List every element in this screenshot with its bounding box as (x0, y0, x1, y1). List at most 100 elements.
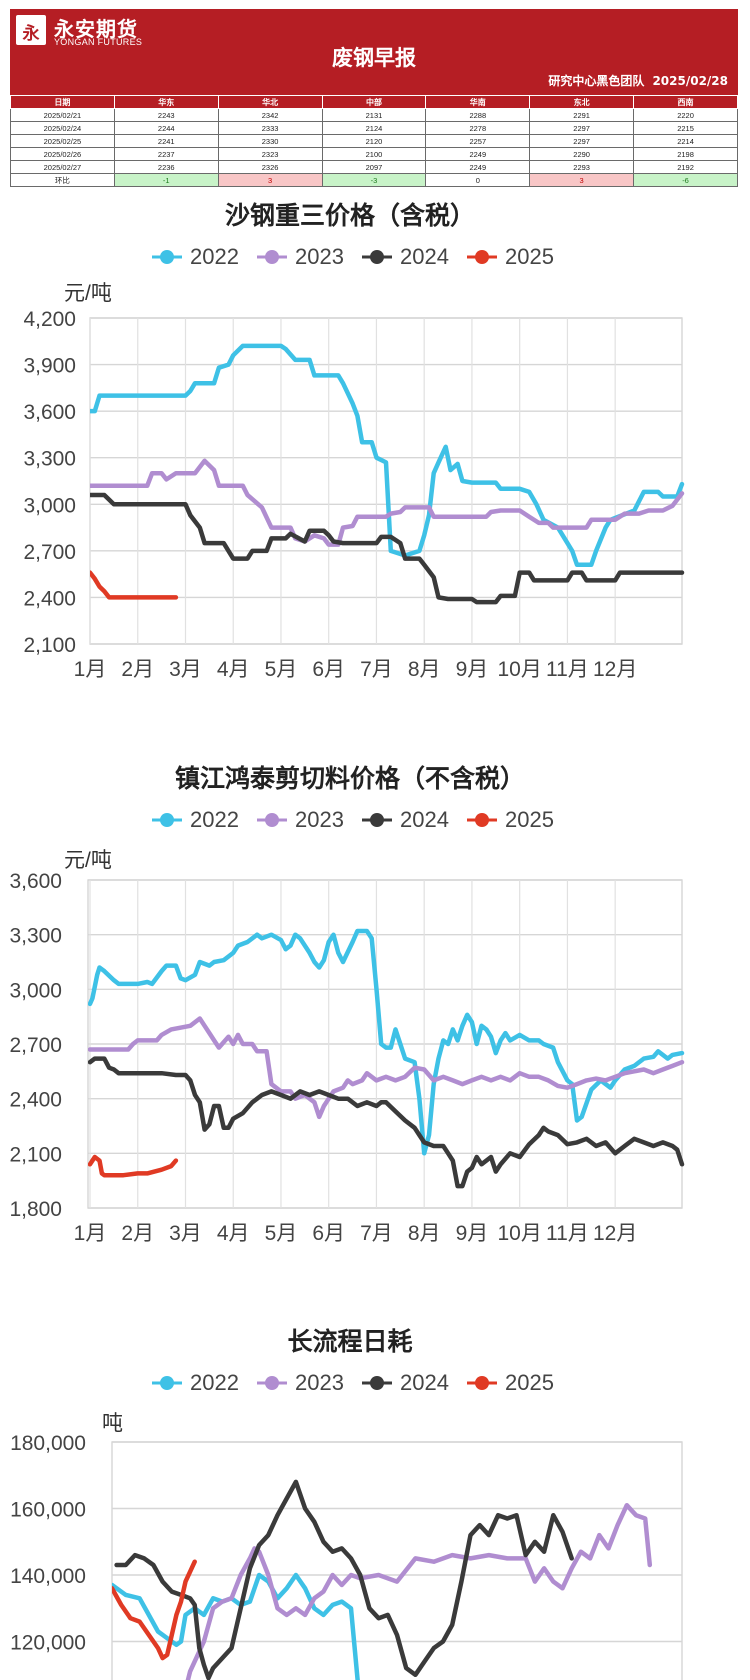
price-cell: 2244 (113, 121, 219, 135)
team-name: 研究中心黑色团队 (548, 74, 645, 88)
price-cell: 2330 (217, 134, 323, 148)
series-line-2025 (88, 1154, 179, 1178)
x-tick-label: 5月 (265, 1222, 298, 1245)
legend-label-2022: 2022 (190, 1370, 239, 1395)
date-cell: 2025/02/21 (10, 108, 115, 122)
x-tick-label: 8月 (408, 658, 441, 681)
price-cell: 2278 (425, 121, 531, 135)
logo-mark-glyph: 永 (22, 24, 40, 44)
series-line-2023 (88, 1016, 685, 1120)
chart-zhenjiang-shearing-scrap-price: 镇江鸿泰剪切料价格（不含税） 2022 2023 2024 2025 元/吨 1,800 2,… (9, 764, 685, 1245)
price-cell: 2198 (633, 147, 738, 161)
logo-english-name: YONGAN FUTURES (54, 37, 143, 47)
chart-shagang-heavy-scrap-price: 沙钢重三价格（含税） 2022 2023 2024 2025 元/吨 2,100 2,400 2… (23, 201, 685, 681)
logo-name: 永安期货 (54, 17, 138, 41)
legend-marker-2024 (370, 1376, 384, 1390)
column-header: 中部 (321, 95, 427, 109)
column-header: 西南 (633, 95, 738, 109)
table-row: 2025/02/27 2236 2326 2097 2249 2293 2192 (10, 160, 738, 174)
column-header: 华北 (217, 95, 323, 109)
y-tick-label: 3,600 (23, 401, 76, 424)
y-tick-label: 1,800 (9, 1198, 62, 1221)
y-tick-label: 2,700 (9, 1034, 62, 1057)
y-axis-unit: 元/吨 (64, 282, 112, 305)
legend-marker-2025 (475, 1376, 489, 1390)
x-tick-label: 5月 (265, 658, 298, 681)
legend-marker-2022 (160, 1376, 174, 1390)
change-cell: -3 (321, 173, 427, 187)
legend-marker-2023 (265, 250, 279, 264)
price-cell: 2293 (529, 160, 635, 174)
price-cell: 2100 (321, 147, 427, 161)
x-tick-label: 3月 (169, 1222, 202, 1245)
price-cell: 2297 (529, 121, 635, 135)
legend-label-2025: 2025 (505, 1370, 554, 1395)
price-cell: 2249 (425, 147, 531, 161)
price-cell: 2220 (633, 108, 738, 122)
column-header: 华南 (425, 95, 531, 109)
price-cell: 2120 (321, 134, 427, 148)
price-cell: 2131 (321, 108, 427, 122)
legend-label-2022: 2022 (190, 807, 239, 832)
y-tick-label: 3,000 (23, 494, 76, 517)
price-cell: 2249 (425, 160, 531, 174)
x-tick-label: 2月 (121, 658, 154, 681)
x-tick-label: 7月 (360, 1222, 393, 1245)
x-tick-label: 3月 (169, 658, 202, 681)
chart-title: 长流程日耗 (287, 1328, 412, 1356)
table-header-row: 日期 华东 华北 中部 华南 东北 西南 (10, 95, 738, 109)
price-cell: 2124 (321, 121, 427, 135)
date-cell: 2025/02/26 (10, 147, 115, 161)
report-date: 2025/02/28 (652, 74, 728, 88)
price-cell: 2192 (633, 160, 738, 174)
x-tick-label: 6月 (312, 1222, 345, 1245)
y-tick-label: 160,000 (10, 1499, 86, 1522)
y-axis-unit: 元/吨 (64, 849, 112, 872)
x-tick-label: 8月 (408, 1222, 441, 1245)
x-tick-label: 12月 (593, 658, 637, 681)
x-tick-label: 6月 (312, 658, 345, 681)
change-label: 环比 (10, 173, 115, 187)
price-cell: 2291 (529, 108, 635, 122)
price-cell: 2323 (217, 147, 323, 161)
series-line-2024 (90, 492, 685, 605)
legend-label-2024: 2024 (400, 1370, 449, 1395)
date-cell: 2025/02/25 (10, 134, 115, 148)
price-cell: 2236 (113, 160, 219, 174)
legend-marker-2023 (265, 813, 279, 827)
x-tick-label: 7月 (360, 658, 393, 681)
price-cell: 2214 (633, 134, 738, 148)
x-tick-label: 10月 (497, 658, 541, 681)
table-row: 2025/02/25 2241 2330 2120 2257 2297 2214 (10, 134, 738, 148)
legend-marker-2023 (265, 1376, 279, 1390)
series-line-2022 (88, 928, 685, 1156)
y-axis-unit: 吨 (102, 1412, 123, 1435)
series-line-2022 (90, 343, 685, 568)
price-cell: 2342 (217, 108, 323, 122)
date-cell: 2025/02/24 (10, 121, 115, 135)
x-tick-label: 9月 (456, 1222, 489, 1245)
legend-marker-2025 (475, 813, 489, 827)
x-tick-label: 1月 (74, 1222, 107, 1245)
y-tick-label: 3,600 (9, 870, 62, 893)
legend-marker-2022 (160, 250, 174, 264)
report-title: 废钢早报 (332, 46, 416, 70)
price-cell: 2326 (217, 160, 323, 174)
column-header: 华东 (113, 95, 219, 109)
series-line-2022 (112, 1572, 360, 1680)
report-header: 永 永安期货 YONGAN FUTURES 废钢早报 研究中心黑色团队 2025/… (10, 9, 738, 95)
x-tick-label: 2月 (121, 1222, 154, 1245)
y-tick-label: 2,400 (23, 587, 76, 610)
legend-label-2024: 2024 (400, 244, 449, 269)
change-cell: -6 (633, 173, 738, 187)
legend-marker-2024 (370, 250, 384, 264)
x-tick-label: 4月 (217, 1222, 250, 1245)
change-row: 环比 -1 3 -3 0 3 -6 (10, 173, 738, 187)
series-line-2023 (185, 1502, 653, 1680)
chart-title: 沙钢重三价格（含税） (225, 201, 475, 230)
change-cell: 3 (529, 173, 635, 187)
x-tick-label: 11月 (546, 658, 589, 681)
y-tick-label: 2,100 (9, 1143, 62, 1166)
legend-label-2025: 2025 (505, 244, 554, 269)
y-tick-label: 3,300 (9, 925, 62, 948)
